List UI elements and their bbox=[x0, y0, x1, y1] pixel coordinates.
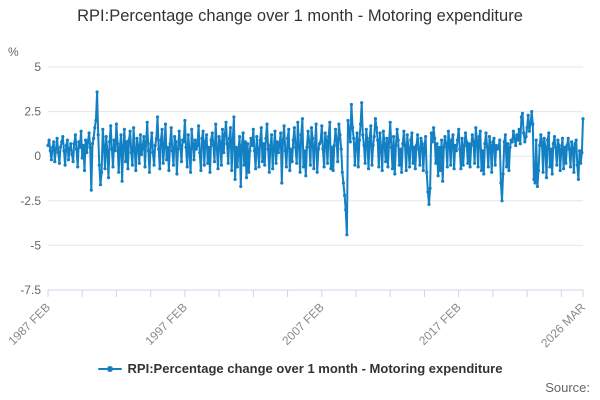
svg-text:1997 FEB: 1997 FEB bbox=[142, 300, 190, 348]
svg-text:2.5: 2.5 bbox=[24, 105, 41, 119]
svg-text:1987 FEB: 1987 FEB bbox=[5, 300, 53, 348]
svg-text:-2.5: -2.5 bbox=[20, 194, 41, 208]
line-chart: 5 2.5 0 -2.5 -5 -7.5 1987 FEB 1997 FEB 2007 FEB 2… bbox=[5, 60, 588, 350]
svg-text:2007 FEB: 2007 FEB bbox=[279, 300, 327, 348]
legend: RPI:Percentage change over 1 month - Mot… bbox=[0, 361, 600, 376]
series-line-marker-icon bbox=[97, 365, 122, 372]
svg-text:-7.5: -7.5 bbox=[20, 283, 41, 297]
svg-text:-5: -5 bbox=[30, 238, 41, 252]
svg-text:5: 5 bbox=[34, 60, 41, 74]
legend-label: RPI:Percentage change over 1 month - Mot… bbox=[127, 361, 503, 376]
svg-text:2026 MAR: 2026 MAR bbox=[538, 300, 588, 350]
legend-item[interactable]: RPI:Percentage change over 1 month - Mot… bbox=[97, 361, 503, 376]
svg-text:0: 0 bbox=[34, 149, 41, 163]
source-label: Source: bbox=[545, 380, 590, 395]
chart-title: RPI:Percentage change over 1 month - Mot… bbox=[77, 7, 523, 25]
svg-text:2017 FEB: 2017 FEB bbox=[416, 300, 464, 348]
y-axis-unit-label: % bbox=[8, 45, 19, 59]
